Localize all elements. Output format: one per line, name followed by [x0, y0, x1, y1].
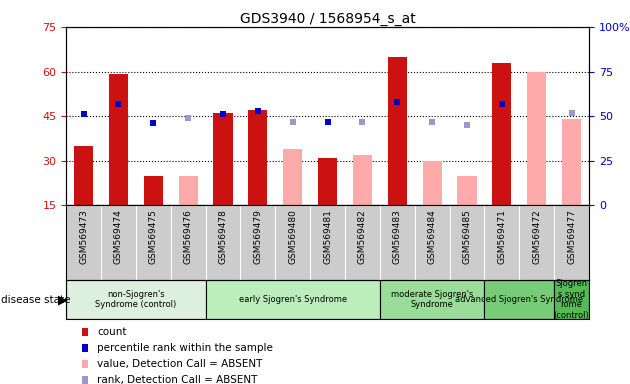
Text: moderate Sjogren's
Syndrome: moderate Sjogren's Syndrome: [391, 290, 473, 309]
Text: GSM569483: GSM569483: [393, 209, 402, 264]
Bar: [353, 155, 372, 205]
Bar: [423, 161, 442, 205]
Bar: [214, 113, 232, 205]
Text: GSM569474: GSM569474: [114, 209, 123, 264]
Bar: [318, 158, 337, 205]
Text: GSM569476: GSM569476: [184, 209, 193, 264]
Bar: [554, 280, 589, 319]
Text: ▶: ▶: [58, 293, 67, 306]
Text: GSM569484: GSM569484: [428, 209, 437, 264]
Bar: [205, 280, 380, 319]
Text: GSM569482: GSM569482: [358, 209, 367, 264]
Text: GSM569479: GSM569479: [253, 209, 262, 264]
Bar: [283, 149, 302, 205]
Bar: [178, 176, 198, 205]
Text: GSM569477: GSM569477: [567, 209, 576, 264]
Text: GSM569481: GSM569481: [323, 209, 332, 264]
Bar: [109, 74, 128, 205]
Text: GSM569478: GSM569478: [219, 209, 227, 264]
Bar: [527, 71, 546, 205]
Bar: [492, 63, 512, 205]
Bar: [484, 280, 554, 319]
Text: Sjogren
s synd
rome
(control): Sjogren s synd rome (control): [554, 280, 590, 319]
Text: disease state: disease state: [1, 295, 70, 305]
Text: GSM569473: GSM569473: [79, 209, 88, 264]
Text: early Sjogren's Syndrome: early Sjogren's Syndrome: [239, 295, 347, 304]
Text: GSM569475: GSM569475: [149, 209, 158, 264]
Title: GDS3940 / 1568954_s_at: GDS3940 / 1568954_s_at: [240, 12, 415, 26]
Bar: [562, 119, 581, 205]
Text: GSM569471: GSM569471: [498, 209, 507, 264]
Text: advanced Sjogren's Syndrome: advanced Sjogren's Syndrome: [455, 295, 583, 304]
Text: percentile rank within the sample: percentile rank within the sample: [97, 343, 273, 353]
Bar: [457, 176, 477, 205]
Text: count: count: [97, 327, 127, 337]
Text: rank, Detection Call = ABSENT: rank, Detection Call = ABSENT: [97, 374, 258, 384]
Text: GSM569485: GSM569485: [462, 209, 471, 264]
Text: GSM569472: GSM569472: [532, 209, 541, 264]
Bar: [144, 176, 163, 205]
Text: non-Sjogren's
Syndrome (control): non-Sjogren's Syndrome (control): [95, 290, 176, 309]
Bar: [66, 280, 205, 319]
Bar: [387, 56, 407, 205]
Text: value, Detection Call = ABSENT: value, Detection Call = ABSENT: [97, 359, 262, 369]
Bar: [248, 110, 268, 205]
Text: GSM569480: GSM569480: [289, 209, 297, 264]
Bar: [74, 146, 93, 205]
Bar: [380, 280, 484, 319]
